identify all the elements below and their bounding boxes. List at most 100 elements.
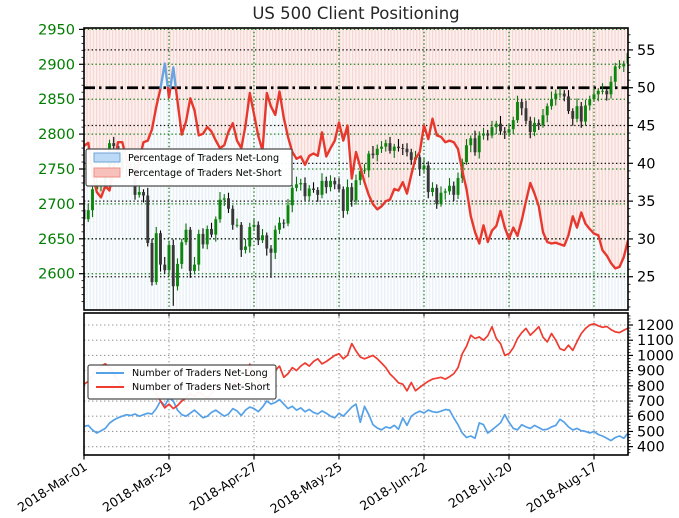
candle-body	[541, 115, 545, 126]
candle-body	[537, 122, 541, 126]
sentiment-line-segment	[174, 86, 628, 270]
candle-body	[579, 106, 583, 122]
price-tick-label: 2750	[38, 162, 75, 178]
candle-body	[490, 127, 494, 136]
candle-body	[282, 222, 286, 224]
date-tick-label: 2018-Mar-01	[15, 459, 90, 515]
price-tick-label: 2800	[38, 127, 75, 143]
candle-body	[214, 219, 218, 235]
candle-body	[329, 180, 332, 188]
candle-body	[588, 99, 592, 106]
candle-body	[324, 180, 328, 188]
candle-body	[622, 63, 626, 67]
candle-body	[299, 182, 303, 185]
net-long-percent-swatch	[93, 152, 121, 163]
candle-body	[584, 105, 587, 122]
candle-body	[409, 152, 413, 160]
candle-body	[358, 171, 362, 181]
candle-body	[401, 148, 405, 149]
price-tick-label: 2950	[38, 22, 75, 38]
candle-body	[150, 242, 154, 283]
candle-body	[180, 242, 184, 264]
candle-body	[231, 208, 235, 225]
candle-body	[142, 192, 145, 196]
candle-body	[146, 195, 150, 243]
count-tick-label: 1000	[637, 348, 674, 364]
top-legend-box	[85, 148, 293, 187]
price-tick-label: 2850	[38, 92, 75, 108]
candle-body	[380, 146, 383, 149]
net-short-count-line	[84, 322, 628, 410]
candle-body	[554, 93, 558, 100]
date-tick-label: 2018-Jun-22	[357, 459, 430, 514]
candle-body	[503, 131, 507, 133]
candle-body	[469, 138, 473, 146]
candle-body	[269, 248, 273, 253]
candle-body	[575, 106, 579, 119]
candle-body	[375, 148, 379, 156]
percent-tick-label: 30	[637, 232, 655, 248]
price-tick-label: 2900	[38, 57, 75, 73]
traders-panel-border	[83, 312, 629, 456]
candle-body	[499, 123, 502, 132]
candle-body	[443, 191, 447, 193]
candle-body	[256, 224, 260, 241]
candle-body	[316, 189, 320, 195]
date-tick-label: 2018-Aug-17	[524, 459, 600, 516]
candle-body	[418, 157, 422, 169]
candle-body	[184, 229, 188, 243]
candle-body	[618, 66, 621, 68]
candle-body	[465, 145, 468, 163]
sentiment-line-segment	[159, 62, 170, 89]
candle-body	[392, 146, 396, 151]
candle-body	[558, 93, 562, 95]
candle-body	[439, 192, 443, 204]
count-tick-label: 700	[637, 394, 665, 410]
candle-body	[273, 229, 277, 253]
candle-body	[222, 198, 226, 200]
axes-and-ticks	[79, 27, 633, 460]
candle-body	[154, 233, 158, 283]
candle-body	[354, 180, 358, 201]
date-tick-label: 2018-Mar-29	[100, 459, 175, 515]
candle-body	[176, 263, 179, 287]
candle-body	[197, 233, 201, 265]
candle-body	[367, 153, 371, 171]
count-tick-label: 600	[637, 409, 665, 425]
price-tick-label: 2650	[38, 232, 75, 248]
sentiment-line-segment	[166, 86, 172, 99]
candle-body	[388, 143, 392, 151]
candle-body	[350, 187, 354, 201]
top-legend-label: Percentage of Traders Net-Short	[128, 168, 282, 179]
candle-body	[571, 111, 575, 119]
price-tick-label: 2600	[38, 267, 75, 283]
candle-body	[431, 187, 434, 193]
candle-body	[303, 182, 307, 197]
candle-body	[384, 143, 388, 147]
legends: Percentage of Traders Net-Long Percentage…	[85, 148, 293, 400]
candle-body	[473, 138, 477, 153]
candle-body	[456, 178, 460, 195]
date-tick-label: 2018-Apr-27	[187, 459, 260, 514]
percent-tick-label: 40	[637, 156, 655, 172]
candle-body	[235, 224, 239, 226]
count-tick-label: 1100	[637, 333, 674, 349]
candle-body	[422, 165, 426, 169]
candle-body	[337, 184, 341, 190]
candle-body	[333, 180, 337, 185]
candle-body	[188, 229, 192, 271]
candle-body	[520, 101, 524, 109]
candle-body	[320, 180, 324, 195]
candle-body	[592, 94, 596, 100]
net-short-percent-swatch	[93, 167, 121, 178]
top-legend-label: Percentage of Traders Net-Long	[128, 153, 279, 164]
candle-body	[227, 198, 230, 209]
candle-body	[486, 133, 490, 136]
candle-body	[91, 189, 94, 211]
candle-body	[435, 187, 439, 204]
traders-lines	[84, 322, 628, 442]
candle-body	[265, 235, 269, 249]
candle-body	[163, 264, 167, 271]
sentiment-line-segment	[169, 66, 178, 89]
